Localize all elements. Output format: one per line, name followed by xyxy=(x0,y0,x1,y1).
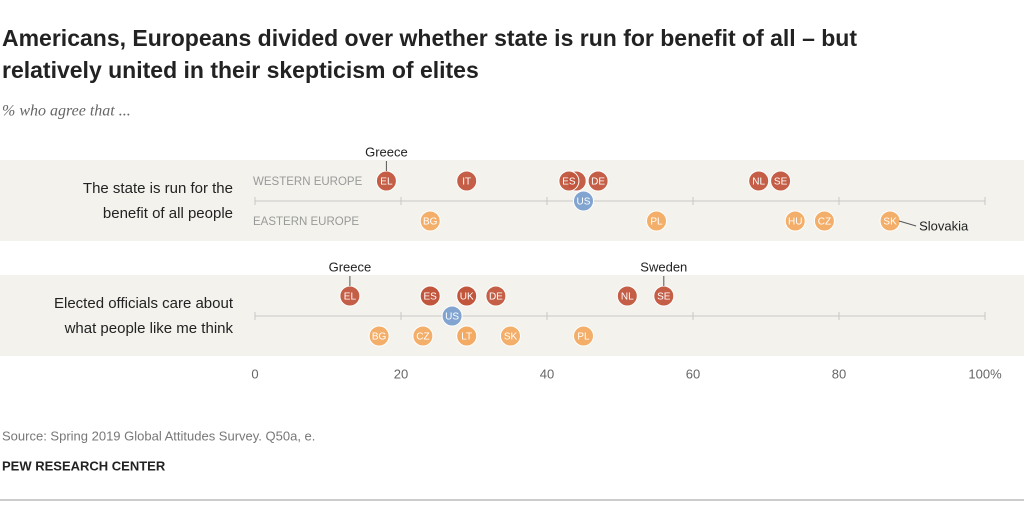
x-tick-label: 20 xyxy=(394,366,408,381)
dot-label: IT xyxy=(462,177,471,188)
dot-label: US xyxy=(577,197,591,208)
dot-label: SE xyxy=(774,177,788,188)
dot xyxy=(485,285,507,307)
dot xyxy=(646,210,667,232)
dot xyxy=(456,325,478,347)
series-label: EASTERN EUROPE xyxy=(253,216,359,228)
annotation: Greece xyxy=(365,144,408,159)
dot xyxy=(573,190,594,212)
dot xyxy=(748,170,770,192)
dot xyxy=(558,170,580,192)
dot xyxy=(368,325,390,347)
dot xyxy=(419,285,441,307)
dot-label: BG xyxy=(372,332,387,343)
dot-label: PL xyxy=(650,217,663,228)
annotation: Slovakia xyxy=(919,218,969,233)
dot-label: NL xyxy=(621,292,634,303)
dot xyxy=(441,305,463,327)
dot-label: PL xyxy=(577,332,590,343)
dot xyxy=(616,285,638,307)
row-label: Elected officials care about xyxy=(54,295,234,312)
dot-label: EL xyxy=(344,292,357,303)
dot-label: LT xyxy=(461,332,472,343)
dot xyxy=(813,210,835,232)
row-label: The state is run for the xyxy=(83,180,233,197)
dot-label: SE xyxy=(657,292,671,303)
dot-label: CZ xyxy=(416,332,429,343)
dot-label: HU xyxy=(788,217,802,228)
annotation-line xyxy=(898,220,917,227)
x-tick-label: 100% xyxy=(968,366,1002,381)
dot xyxy=(412,325,434,347)
dot-label: EL xyxy=(380,177,393,188)
dot-label: UK xyxy=(460,292,474,303)
dot-label: CZ xyxy=(818,217,831,228)
dot xyxy=(456,170,478,192)
x-tick-label: 40 xyxy=(540,366,554,381)
dot-label: SK xyxy=(504,332,518,343)
dot-label: US xyxy=(445,312,459,323)
dot-label: DE xyxy=(489,292,503,303)
chart-subtitle: % who agree that ... xyxy=(2,103,131,120)
chart-title: Americans, Europeans divided over whethe… xyxy=(2,25,857,83)
annotation: Greece xyxy=(329,259,372,274)
dot xyxy=(500,325,521,347)
dot-label: NL xyxy=(752,177,765,188)
row-label: benefit of all people xyxy=(103,205,233,222)
annotation: Sweden xyxy=(640,259,687,274)
dot-label: BG xyxy=(423,217,438,228)
source: Source: Spring 2019 Global Attitudes Sur… xyxy=(2,428,315,443)
dot xyxy=(587,170,609,192)
dot-label: ES xyxy=(562,177,576,188)
dot xyxy=(456,285,478,307)
row-label: what people like me think xyxy=(64,320,234,337)
dot xyxy=(784,210,806,232)
x-tick-label: 0 xyxy=(251,366,258,381)
credit: PEW RESEARCH CENTER xyxy=(2,458,166,473)
dot-label: DE xyxy=(591,177,605,188)
x-tick-label: 80 xyxy=(832,366,846,381)
x-tick-label: 60 xyxy=(686,366,700,381)
dot xyxy=(573,325,594,347)
dot xyxy=(770,170,792,192)
dot xyxy=(419,210,441,232)
dot-label: ES xyxy=(424,292,438,303)
dot-label: SK xyxy=(883,217,897,228)
series-label: WESTERN EUROPE xyxy=(253,176,363,188)
